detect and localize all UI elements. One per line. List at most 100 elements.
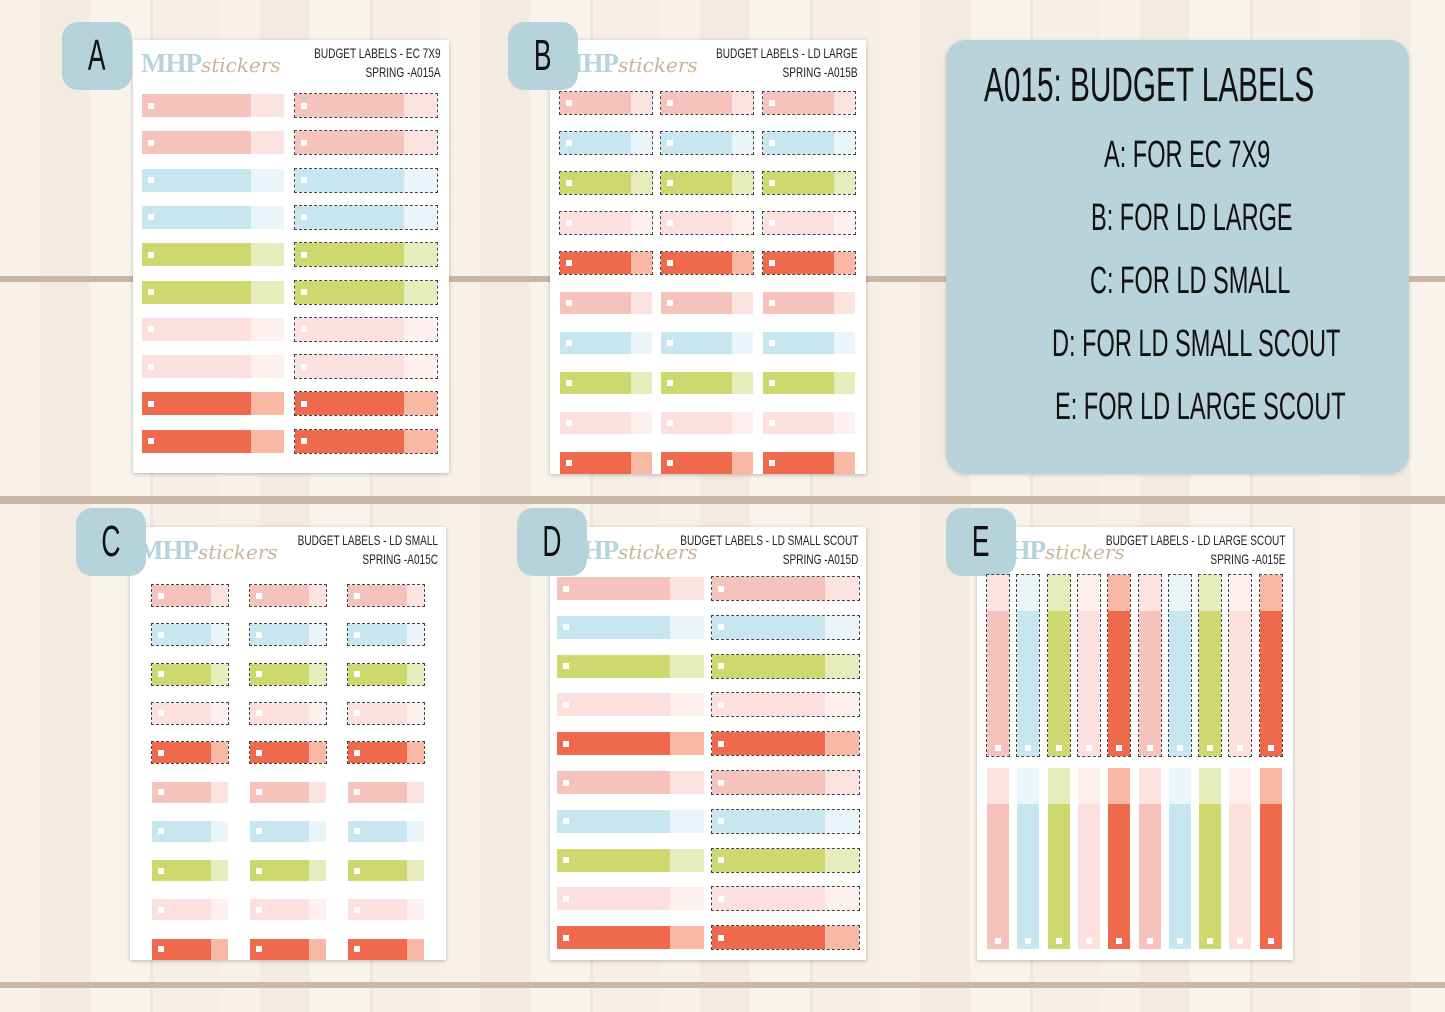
sticker-tab xyxy=(631,172,652,194)
sticker-tab xyxy=(1229,768,1252,804)
checkbox-square-icon xyxy=(301,214,307,221)
checkbox-square-icon xyxy=(995,745,1001,751)
sheet-letter-badge: D xyxy=(517,508,587,576)
sticker-tab xyxy=(407,624,424,646)
sticker-tab xyxy=(825,848,859,872)
budget-label-sticker xyxy=(348,860,424,882)
checkbox-square-icon xyxy=(354,671,360,678)
budget-label-sticker xyxy=(711,653,860,679)
info-panel: A015: BUDGET LABELS A: FOR EC 7X9 B: FOR… xyxy=(946,40,1409,474)
sticker-tab xyxy=(1259,768,1282,804)
checkbox-square-icon xyxy=(566,420,572,426)
budget-label-sticker xyxy=(763,372,855,394)
checkbox-square-icon xyxy=(566,220,572,226)
sticker-tab xyxy=(670,654,704,678)
sticker-tab xyxy=(251,131,284,155)
sticker-tab xyxy=(1168,768,1191,804)
sticker-tab xyxy=(211,820,228,842)
budget-label-sticker xyxy=(987,768,1009,949)
checkbox-square-icon xyxy=(256,749,262,756)
budget-label-sticker xyxy=(152,820,228,842)
budget-label-sticker xyxy=(294,167,438,193)
sticker-tab xyxy=(825,654,859,678)
sheet-header: BUDGET LABELS - EC 7X9 SPRING -A015A xyxy=(315,44,441,82)
sticker-tab xyxy=(309,899,326,921)
budget-label-sticker xyxy=(142,205,284,229)
checkbox-square-icon xyxy=(769,100,775,106)
checkbox-square-icon xyxy=(563,934,569,941)
budget-label-sticker xyxy=(294,428,438,454)
budget-label-sticker xyxy=(1167,574,1192,757)
budget-label-sticker xyxy=(660,171,754,195)
sticker-tab xyxy=(404,168,437,192)
budget-label-sticker xyxy=(560,292,652,314)
checkbox-square-icon xyxy=(301,102,307,109)
sticker-tab xyxy=(825,809,859,833)
sticker-tab xyxy=(834,252,855,274)
budget-label-sticker xyxy=(1016,574,1041,757)
sticker-tab xyxy=(1047,768,1070,804)
checkbox-square-icon xyxy=(769,260,775,266)
sticker-tab xyxy=(825,693,859,717)
sticker-tab xyxy=(825,926,859,950)
checkbox-square-icon xyxy=(566,260,572,266)
sheet-code: SPRING -A015A xyxy=(365,64,441,80)
budget-label-sticker xyxy=(763,412,855,434)
checkbox-square-icon xyxy=(1055,938,1062,944)
sticker-tab xyxy=(309,663,326,685)
sticker-tab xyxy=(407,663,424,685)
sticker-tab xyxy=(251,94,284,117)
checkbox-square-icon xyxy=(667,260,673,266)
budget-label-sticker xyxy=(763,292,855,314)
sticker-tab xyxy=(825,615,859,639)
checkbox-square-icon xyxy=(354,906,360,913)
checkbox-square-icon xyxy=(354,592,360,599)
sticker-tab xyxy=(309,742,326,764)
budget-label-sticker xyxy=(557,615,704,639)
checkbox-square-icon xyxy=(1207,938,1214,944)
checkbox-square-icon xyxy=(148,139,154,146)
sticker-tab xyxy=(211,742,228,764)
budget-label-sticker xyxy=(1168,768,1191,949)
sticker-tab xyxy=(404,243,437,267)
budget-label-sticker xyxy=(661,292,753,314)
sheet-code: SPRING -A015B xyxy=(782,64,858,80)
checkbox-square-icon xyxy=(769,380,775,386)
checkbox-square-icon xyxy=(566,460,572,466)
checkbox-square-icon xyxy=(667,100,673,106)
checkbox-square-icon xyxy=(148,363,154,370)
checkbox-square-icon xyxy=(667,140,673,146)
checkbox-square-icon xyxy=(148,102,154,109)
checkbox-square-icon xyxy=(256,828,262,835)
sticker-tab xyxy=(834,452,855,474)
sticker-tab xyxy=(404,392,437,416)
sticker-tab xyxy=(834,92,855,114)
sheet-letter: E xyxy=(972,517,990,566)
sticker-tab xyxy=(825,771,859,794)
sticker-tab xyxy=(1138,575,1161,611)
budget-label-sticker xyxy=(1017,768,1040,949)
panel-line-b: B: FOR LD LARGE xyxy=(1091,197,1293,239)
checkbox-square-icon xyxy=(148,438,154,445)
sticker-tab xyxy=(309,585,326,606)
checkbox-square-icon xyxy=(158,631,164,638)
panel-line-d: D: FOR LD SMALL SCOUT xyxy=(1052,323,1341,365)
budget-label-sticker xyxy=(661,412,753,434)
budget-label-sticker xyxy=(1077,768,1100,949)
budget-label-sticker xyxy=(560,332,652,354)
sticker-tab xyxy=(211,781,228,803)
budget-label-sticker xyxy=(249,623,327,647)
sticker-tab xyxy=(834,132,855,154)
checkbox-square-icon xyxy=(354,749,360,756)
sticker-tab xyxy=(211,860,228,882)
sticker-tab xyxy=(407,585,424,606)
sticker-tab xyxy=(1199,575,1222,611)
budget-label-sticker xyxy=(348,781,424,803)
budget-label-sticker xyxy=(250,938,326,960)
sheet-letter-badge: C xyxy=(76,508,146,576)
sticker-tab xyxy=(631,252,652,274)
sticker-tab xyxy=(1168,575,1191,611)
budget-label-sticker xyxy=(250,820,326,842)
checkbox-square-icon xyxy=(158,710,164,717)
checkbox-square-icon xyxy=(256,710,262,717)
